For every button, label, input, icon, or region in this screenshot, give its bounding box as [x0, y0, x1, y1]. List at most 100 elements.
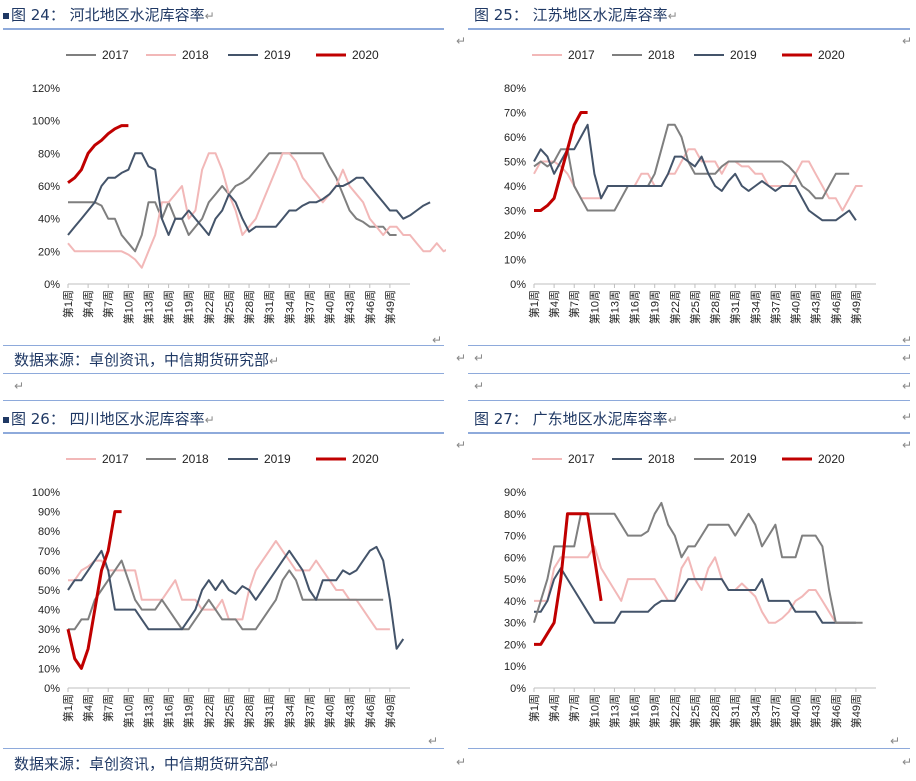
legend-label: 2019	[730, 48, 757, 62]
y-tick-label: 60%	[504, 132, 526, 144]
return-mark-icon: ↵	[204, 413, 215, 427]
legend-label: 2017	[102, 48, 129, 62]
y-tick-label: 10%	[504, 255, 526, 267]
x-tick-label: 第28周	[708, 694, 722, 728]
return-mark-icon: ↵	[474, 351, 485, 365]
bullet-square-icon	[3, 416, 9, 423]
series-line-2018	[67, 152, 446, 269]
x-tick-label: 第10周	[587, 694, 601, 728]
legend-label: 2019	[730, 452, 757, 466]
return-mark-icon: ↵	[902, 379, 913, 393]
x-tick-label: 第28周	[708, 290, 722, 324]
legend-label: 2018	[182, 452, 209, 466]
caption-rule	[468, 28, 910, 30]
x-tick-label: 第40周	[323, 694, 337, 728]
y-tick-label: 0%	[44, 683, 60, 695]
x-tick-label: 第28周	[242, 290, 256, 324]
y-tick-label: 0%	[44, 279, 60, 291]
y-tick-label: 80%	[38, 526, 60, 538]
x-tick-label: 第13周	[141, 694, 155, 728]
x-tick-label: 第16周	[162, 290, 176, 324]
x-tick-label: 第37周	[302, 290, 316, 324]
series-line-2017	[68, 540, 390, 631]
x-tick-label: 第34周	[748, 694, 762, 728]
source-rule	[3, 373, 444, 374]
x-tick-label: 第10周	[121, 290, 135, 324]
x-tick-label: 第40周	[323, 290, 337, 324]
figure-25-caption: 图 25： 江苏地区水泥库容率↵	[474, 6, 678, 24]
x-tick-label: 第13周	[607, 290, 621, 324]
bullet-square-icon	[3, 12, 9, 19]
x-tick-label: 第22周	[668, 290, 682, 324]
series-line-2018	[533, 123, 850, 212]
x-tick-label: 第19周	[182, 290, 196, 324]
series-line-2017	[533, 148, 863, 212]
x-tick-label: 第22周	[202, 290, 216, 324]
legend-label: 2018	[648, 48, 675, 62]
series-line-2018	[68, 559, 384, 631]
y-tick-label: 20%	[504, 230, 526, 242]
x-tick-label: 第28周	[242, 694, 256, 728]
return-mark-icon: ↵	[269, 758, 280, 772]
y-tick-label: 40%	[38, 605, 60, 617]
x-tick-label: 第43周	[343, 694, 357, 728]
legend-label: 2019	[264, 452, 291, 466]
chart-guangdong: 2017 2018 2019 2020 0% 10% 20% 30% 40% 50% 60% 70% 8…	[504, 452, 876, 728]
x-tick-label: 第22周	[668, 694, 682, 728]
x-tick-label: 第10周	[587, 290, 601, 324]
return-mark-icon: ↵	[456, 34, 467, 48]
series-line-2019	[67, 545, 405, 650]
chart-jiangsu: 2017 2018 2019 2020 0% 10% 20% 30% 40% 50% 60% 70% 8…	[504, 48, 876, 324]
series-line-2020	[534, 111, 588, 212]
x-tick-label: 第34周	[282, 694, 296, 728]
y-tick-label: 40%	[504, 596, 526, 608]
x-tick-label: 第46周	[829, 694, 843, 728]
x-tick-label: 第1周	[61, 290, 75, 318]
x-tick-label: 第43周	[809, 290, 823, 324]
x-tick-label: 第4周	[81, 290, 95, 318]
y-tick-label: 60%	[38, 565, 60, 577]
return-mark-icon: ↵	[890, 734, 901, 748]
y-tick-label: 60%	[504, 552, 526, 564]
x-tick-label: 第22周	[202, 694, 216, 728]
return-mark-icon: ↵	[902, 333, 913, 347]
series-line-2018	[534, 567, 856, 624]
x-tick-label: 第13周	[607, 694, 621, 728]
x-tick-label: 第49周	[849, 290, 863, 324]
x-tick-label: 第19周	[182, 694, 196, 728]
x-tick-label: 第40周	[789, 694, 803, 728]
x-tick-label: 第1周	[527, 290, 541, 318]
return-mark-icon: ↵	[428, 734, 439, 748]
x-tick-label: 第46周	[363, 694, 377, 728]
source-note-sichuan: 数据来源：卓创资讯，中信期货研究部↵	[14, 755, 280, 773]
caption-rule	[3, 28, 444, 30]
x-tick-label: 第7周	[567, 290, 581, 318]
x-tick-label: 第49周	[383, 694, 397, 728]
legend-label: 2020	[352, 452, 379, 466]
x-tick-label: 第34周	[282, 290, 296, 324]
return-mark-icon: ↵	[456, 351, 467, 365]
return-mark-icon: ↵	[456, 755, 467, 769]
x-tick-label: 第25周	[688, 694, 702, 728]
x-tick-label: 第43周	[343, 290, 357, 324]
x-tick-label: 第37周	[768, 694, 782, 728]
return-mark-icon: ↵	[902, 438, 913, 452]
y-tick-label: 10%	[504, 661, 526, 673]
x-tick-label: 第46周	[829, 290, 843, 324]
x-tick-label: 第13周	[141, 290, 155, 324]
x-tick-label: 第4周	[81, 694, 95, 722]
legend-label: 2017	[568, 48, 595, 62]
return-mark-icon: ↵	[902, 755, 913, 769]
y-tick-label: 50%	[38, 585, 60, 597]
x-tick-label: 第25周	[222, 290, 236, 324]
x-tick-label: 第7周	[101, 290, 115, 318]
x-tick-label: 第16周	[628, 694, 642, 728]
source-rule	[3, 748, 444, 749]
x-tick-label: 第43周	[809, 694, 823, 728]
return-mark-icon: ↵	[474, 379, 485, 393]
return-mark-icon: ↵	[667, 413, 678, 427]
x-tick-label: 第1周	[527, 694, 541, 722]
series-line-2020	[66, 510, 122, 670]
y-tick-label: 20%	[38, 644, 60, 656]
x-tick-label: 第46周	[363, 290, 377, 324]
